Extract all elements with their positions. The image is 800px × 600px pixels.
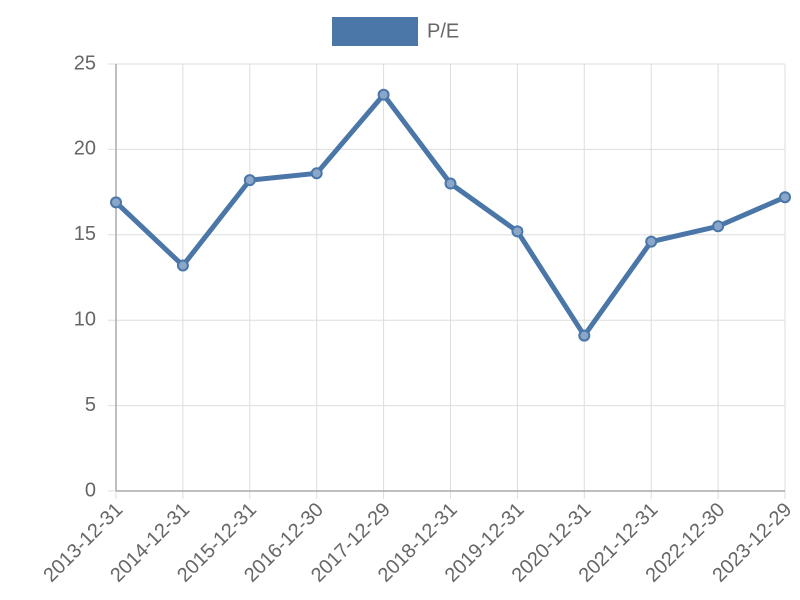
point <box>310 167 323 180</box>
point <box>578 329 591 342</box>
point <box>444 177 457 190</box>
y-tick-label: 10 <box>74 308 96 330</box>
legend-label: P/E <box>427 20 459 42</box>
y-tick-label: 20 <box>74 138 96 160</box>
point <box>779 191 791 204</box>
point <box>645 235 658 248</box>
y-tick-label: 25 <box>74 52 96 74</box>
point <box>243 174 256 187</box>
legend-swatch <box>332 17 418 46</box>
point <box>110 196 122 209</box>
point <box>377 88 390 101</box>
y-tick-label: 5 <box>85 394 96 416</box>
point <box>176 259 189 272</box>
y-tick-label: 15 <box>74 223 96 245</box>
y-tick-label: 0 <box>85 479 96 501</box>
point <box>511 225 524 238</box>
point <box>712 220 725 233</box>
